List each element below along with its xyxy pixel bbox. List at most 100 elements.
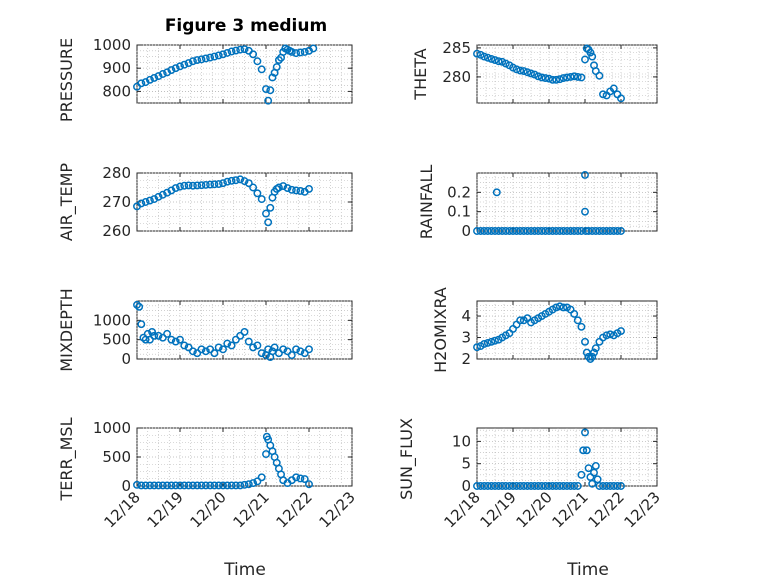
- ytick-label: 500: [102, 448, 131, 466]
- data-point: [573, 72, 582, 81]
- data-point: [577, 322, 586, 331]
- data-point: [501, 482, 510, 490]
- data-point: [617, 327, 625, 336]
- subplot-rainfall: 0 0.1 0.2 RAINFALL: [417, 165, 658, 240]
- data-point: [249, 183, 258, 192]
- data-point: [491, 56, 499, 65]
- data-point: [595, 227, 604, 235]
- data-point: [197, 481, 206, 490]
- y-axis-label: TERR_MSL: [57, 417, 77, 501]
- data-point: [231, 176, 240, 185]
- data-point: [537, 73, 546, 82]
- data-point: [188, 481, 197, 490]
- data-point: [223, 481, 232, 490]
- data-point: [480, 482, 489, 490]
- data-point: [586, 48, 595, 57]
- data-point: [253, 477, 262, 486]
- data-point: [579, 446, 588, 455]
- data-point: [516, 482, 525, 490]
- y-axis-label: THETA: [411, 48, 430, 100]
- data-point: [509, 482, 517, 490]
- data-point: [154, 72, 163, 81]
- data-point: [292, 345, 301, 354]
- data-point: [617, 94, 625, 103]
- y-axis-label: H2OMIXRA: [431, 287, 450, 373]
- data-point: [555, 302, 564, 311]
- data-point: [523, 482, 532, 490]
- data-point: [563, 73, 571, 82]
- data-point: [227, 47, 236, 56]
- data-point: [473, 49, 481, 58]
- data-point: [227, 481, 236, 490]
- data-point: [227, 341, 236, 350]
- data-point: [141, 198, 150, 206]
- data-point: [154, 481, 163, 490]
- data-point: [214, 51, 223, 60]
- data-point: [167, 66, 176, 75]
- data-point: [498, 482, 507, 490]
- subplot-air-temp: 260 270 280 AIR_TEMP: [57, 163, 353, 241]
- data-point: [498, 227, 507, 235]
- data-point: [588, 479, 597, 488]
- data-point: [296, 474, 305, 483]
- data-point: [274, 183, 283, 192]
- data-point: [197, 55, 206, 64]
- data-point: [582, 446, 591, 455]
- data-point: [305, 185, 313, 193]
- data-point: [292, 186, 301, 195]
- data-point: [581, 428, 589, 437]
- data-point: [602, 482, 611, 490]
- subplot-terr-msl: 0 500 1000 12/18 12/19 12/20 12/21 12/22…: [57, 417, 359, 580]
- ytick-label: 1000: [93, 311, 131, 329]
- data-point: [476, 482, 485, 490]
- data-point: [145, 481, 154, 490]
- ytick-label: 270: [102, 193, 131, 211]
- data-point: [253, 341, 262, 350]
- data-point: [527, 69, 535, 78]
- data-point: [219, 345, 227, 354]
- data-point: [201, 54, 210, 63]
- data-point: [591, 344, 600, 353]
- data-point: [602, 331, 611, 340]
- data-point: [244, 480, 253, 489]
- ytick-label: 2: [461, 350, 471, 368]
- data-point: [591, 227, 600, 235]
- data-point: [188, 347, 197, 356]
- data-point: [570, 227, 579, 235]
- ytick-label: 0.2: [447, 183, 471, 201]
- ytick-label: 5: [461, 455, 471, 473]
- subplot-sun-flux: 0 5 10 12/18 12/19 12/20 12/21 12/22 12/…: [397, 418, 664, 580]
- data-point: [236, 481, 245, 490]
- data-point: [214, 180, 223, 188]
- data-point: [563, 227, 571, 235]
- data-point: [559, 303, 568, 312]
- data-point: [588, 227, 597, 235]
- data-point: [530, 482, 539, 490]
- data-point: [257, 195, 266, 204]
- data-point: [480, 340, 489, 348]
- data-point: [145, 75, 154, 84]
- data-point: [487, 482, 496, 490]
- data-point: [184, 181, 193, 190]
- data-point: [150, 331, 159, 340]
- y-axis-label: PRESSURE: [57, 38, 76, 122]
- data-point: [559, 74, 568, 83]
- data-point: [491, 336, 499, 345]
- data-point: [519, 67, 528, 76]
- data-point: [595, 482, 604, 490]
- data-point: [573, 227, 582, 235]
- data-point: [201, 347, 210, 356]
- xtick-label: 12/19: [477, 488, 520, 531]
- data-point: [253, 189, 262, 198]
- data-point: [188, 181, 197, 190]
- data-point: [264, 96, 273, 105]
- ytick-label: 900: [102, 59, 131, 77]
- data-point: [283, 184, 292, 193]
- data-point: [201, 180, 210, 189]
- data-point: [613, 482, 622, 490]
- data-point: [272, 63, 281, 71]
- xtick-label: 12/21: [230, 488, 273, 531]
- data-point: [595, 71, 604, 80]
- data-point: [581, 207, 589, 216]
